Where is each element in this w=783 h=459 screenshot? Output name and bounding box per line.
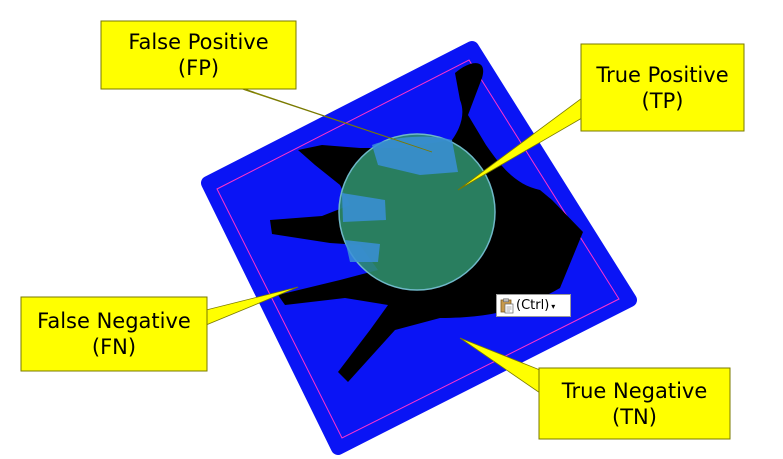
fp-region-top — [372, 136, 458, 175]
tp-callout-line2: (TP) — [641, 88, 684, 113]
tp-callout-label: True Positive (TP) — [581, 44, 744, 131]
clipboard-icon — [500, 298, 514, 314]
paste-options-label: (Ctrl) — [516, 298, 550, 313]
fn-callout-line2: (FN) — [91, 335, 137, 359]
tn-callout-label: True Negative (TN) — [539, 368, 730, 439]
fn-callout-box — [20, 296, 208, 372]
tp-callout-box — [580, 43, 745, 132]
paste-options-button[interactable]: (Ctrl) ▾ — [496, 294, 571, 317]
tn-callout-line1: True Negative — [561, 378, 708, 403]
fp-region-left — [342, 193, 386, 222]
fn-callout-line1: False Negative — [37, 309, 191, 333]
fp-callout-label: False Positive (FP) — [101, 21, 296, 89]
tn-callout-line2: (TN) — [612, 404, 657, 429]
fp-callout-line2: (FP) — [177, 56, 220, 80]
fp-region-mid — [345, 240, 380, 262]
fp-callout-box — [100, 20, 297, 90]
tn-callout-box — [538, 367, 731, 440]
fn-callout-label: False Negative (FN) — [21, 297, 207, 371]
tp-callout-line1: True Positive — [596, 62, 729, 87]
image-border — [216, 59, 620, 439]
fp-callout-line1: False Positive — [128, 30, 269, 54]
caret-down-icon: ▾ — [551, 302, 556, 311]
